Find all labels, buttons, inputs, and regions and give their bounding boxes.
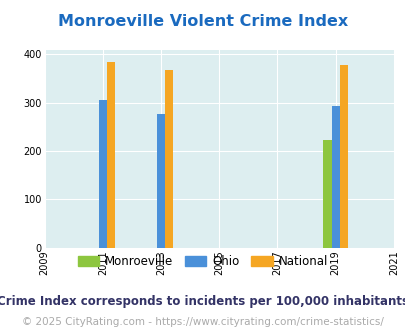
Legend: Monroeville, Ohio, National: Monroeville, Ohio, National	[73, 250, 332, 273]
Bar	[157, 114, 165, 248]
Bar	[331, 106, 339, 248]
Bar	[98, 100, 107, 248]
Bar	[323, 140, 331, 248]
Bar	[339, 65, 347, 248]
Bar	[107, 62, 115, 248]
Text: Crime Index corresponds to incidents per 100,000 inhabitants: Crime Index corresponds to incidents per…	[0, 295, 405, 309]
Text: © 2025 CityRating.com - https://www.cityrating.com/crime-statistics/: © 2025 CityRating.com - https://www.city…	[22, 317, 383, 327]
Text: Monroeville Violent Crime Index: Monroeville Violent Crime Index	[58, 14, 347, 29]
Bar	[165, 70, 173, 248]
